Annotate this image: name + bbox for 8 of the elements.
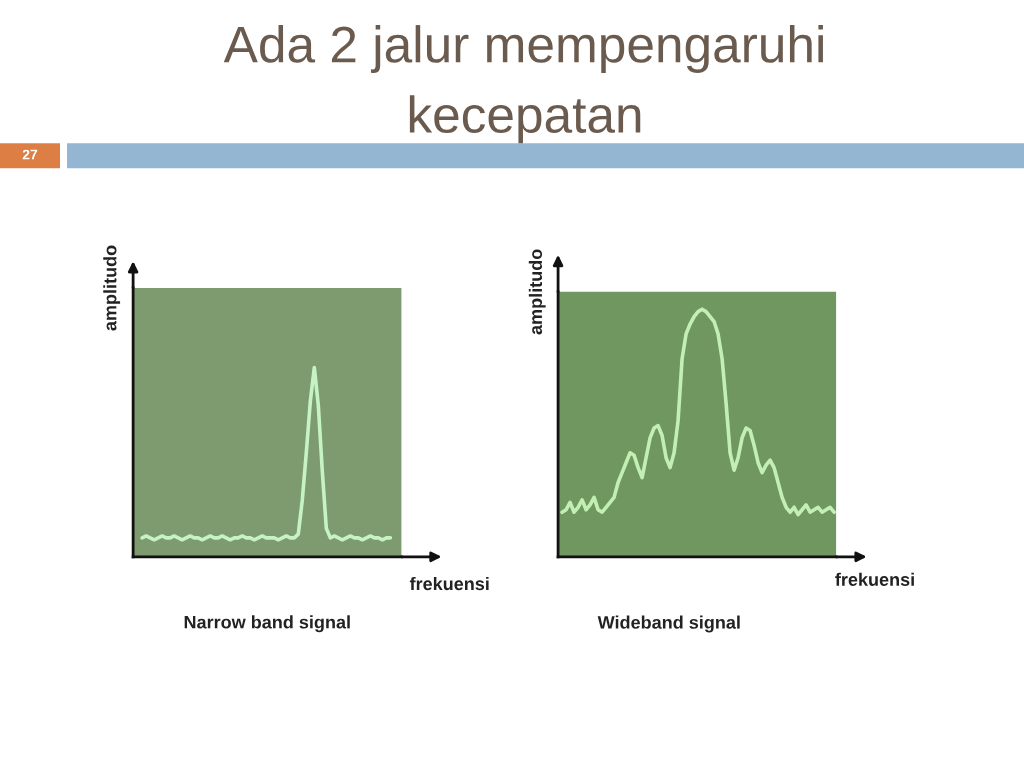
text: Ada 2 jalur mempengaruhi kecepatan bbox=[223, 25, 823, 144]
text: Narrow band signal bbox=[184, 615, 350, 633]
text: Wideband signal bbox=[597, 615, 740, 633]
x-axis-title: frekuensi bbox=[409, 576, 489, 591]
y-axis-title: amplitudo bbox=[528, 249, 546, 335]
x-axis-title: frekuensi bbox=[835, 572, 914, 586]
y-axis-title: amplitudo bbox=[103, 245, 121, 331]
text: 27 bbox=[22, 149, 38, 160]
